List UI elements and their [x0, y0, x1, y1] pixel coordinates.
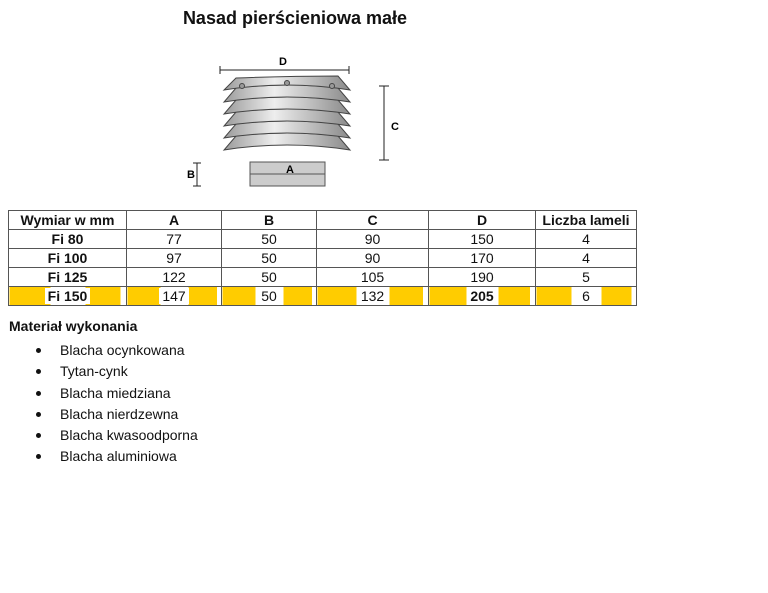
- cell: 132: [357, 288, 388, 304]
- cell: 205: [467, 288, 497, 304]
- header-cell: B: [221, 210, 317, 230]
- cell: 90: [316, 248, 429, 268]
- table-row: Fi 100 97 50 90 170 4: [8, 248, 637, 268]
- header-cell: Liczba lameli: [535, 210, 637, 230]
- dimension-c: [379, 85, 389, 161]
- dimensions-table: Wymiar w mm A B C D Liczba lameli Fi 80 …: [8, 210, 637, 306]
- material-heading: Materiał wykonania: [9, 318, 138, 334]
- label-b: B: [187, 169, 195, 181]
- page-title: Nasad pierścieniowa małe: [182, 8, 408, 28]
- dimension-b: [193, 162, 201, 187]
- cell: 97: [126, 248, 222, 268]
- cell: 50: [258, 288, 280, 304]
- list-item: Blacha nierdzewna: [34, 404, 198, 425]
- cell: 105: [316, 267, 429, 287]
- label-c: C: [391, 121, 399, 133]
- header-cell: Wymiar w mm: [8, 210, 127, 230]
- material-list: Blacha ocynkowana Tytan-cynk Blacha mied…: [34, 340, 198, 468]
- header-cell: C: [316, 210, 429, 230]
- cell: 6: [579, 288, 593, 304]
- cell: 50: [221, 267, 317, 287]
- cell: 170: [428, 248, 536, 268]
- cell: 90: [316, 229, 429, 249]
- cell: 50: [221, 248, 317, 268]
- cell: 4: [535, 248, 637, 268]
- cell: 50: [221, 229, 317, 249]
- product-drawing: D A C B: [187, 56, 399, 187]
- label-d: D: [279, 56, 287, 68]
- list-item: Blacha miedziana: [34, 383, 198, 404]
- table-row: Fi 125 122 50 105 190 5: [8, 267, 637, 287]
- list-item: Blacha ocynkowana: [34, 340, 198, 361]
- list-item: Blacha aluminiowa: [34, 446, 198, 467]
- row-label: Fi 80: [8, 229, 127, 249]
- list-item: Blacha kwasoodporna: [34, 425, 198, 446]
- row-label: Fi 100: [8, 248, 127, 268]
- cell: 122: [126, 267, 222, 287]
- cell: 150: [428, 229, 536, 249]
- dimension-d: [219, 66, 350, 74]
- table-row: Fi 80 77 50 90 150 4: [8, 229, 637, 249]
- cell: 147: [159, 288, 189, 304]
- table-row-highlighted: Fi 150 147 50 132 205 6: [8, 286, 637, 306]
- cell: 5: [535, 267, 637, 287]
- cell: 77: [126, 229, 222, 249]
- header-cell: A: [126, 210, 222, 230]
- row-label: Fi 150: [44, 288, 91, 304]
- cell: 190: [428, 267, 536, 287]
- table-header-row: Wymiar w mm A B C D Liczba lameli: [8, 210, 637, 230]
- header-cell: D: [428, 210, 536, 230]
- list-item: Tytan-cynk: [34, 361, 198, 382]
- label-a: A: [286, 164, 294, 176]
- row-label: Fi 125: [8, 267, 127, 287]
- cell: 4: [535, 229, 637, 249]
